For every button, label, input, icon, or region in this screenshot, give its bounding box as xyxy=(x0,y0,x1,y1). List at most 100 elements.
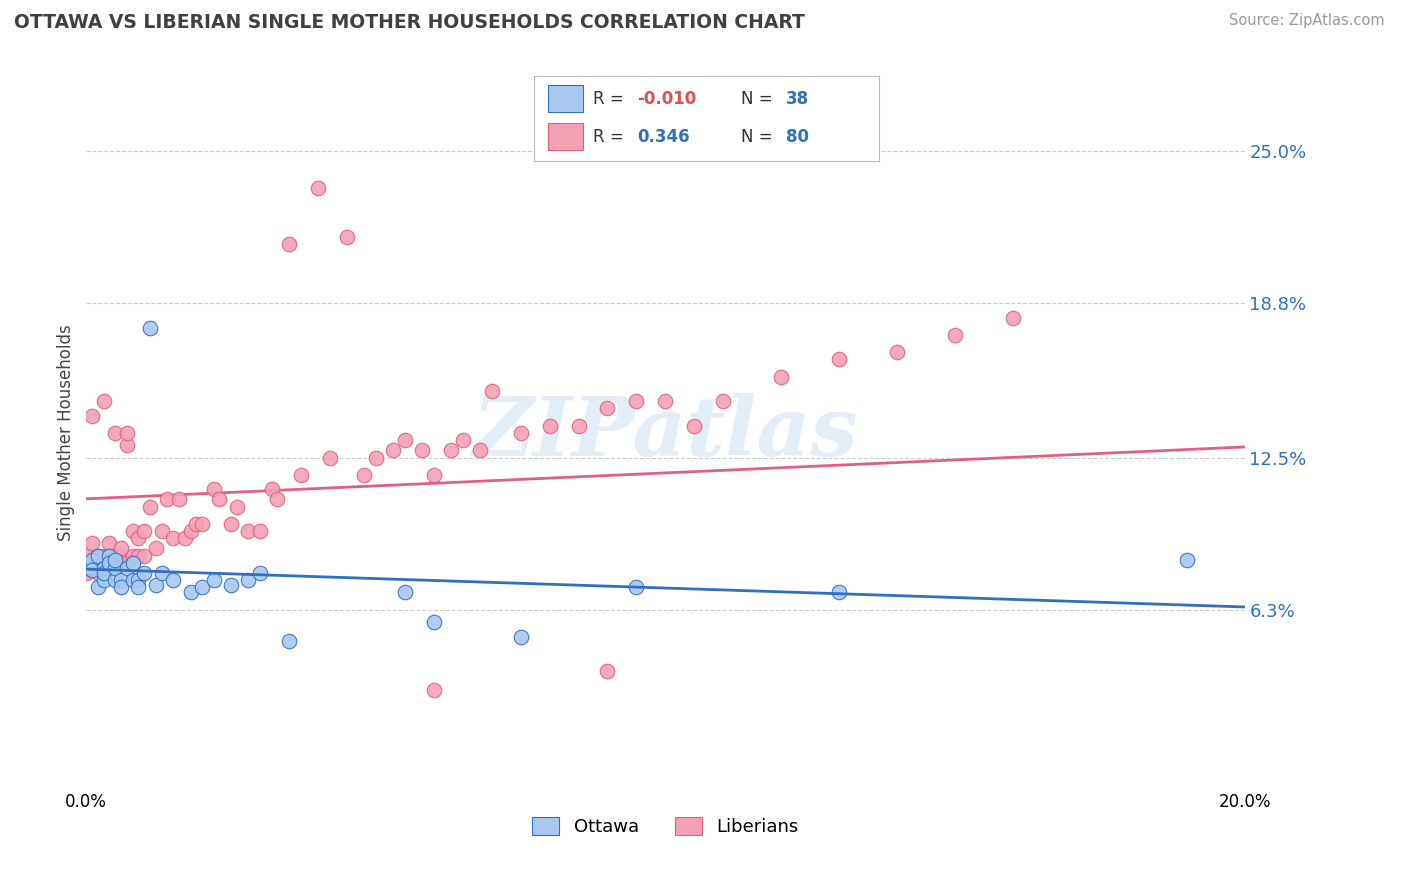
Point xyxy=(186,516,208,531)
Point xyxy=(225,500,247,514)
Point xyxy=(110,549,132,563)
Point xyxy=(75,549,97,563)
Point xyxy=(423,615,446,629)
Point xyxy=(162,573,184,587)
Point xyxy=(127,549,149,563)
Point xyxy=(249,524,271,538)
Point xyxy=(451,434,474,448)
Point xyxy=(156,492,179,507)
Text: OTTAWA VS LIBERIAN SINGLE MOTHER HOUSEHOLDS CORRELATION CHART: OTTAWA VS LIBERIAN SINGLE MOTHER HOUSEHO… xyxy=(14,13,804,32)
Point xyxy=(104,561,127,575)
Point xyxy=(110,573,132,587)
Point xyxy=(238,524,260,538)
Point xyxy=(98,556,121,570)
Point xyxy=(93,573,115,587)
Point xyxy=(219,516,242,531)
Point xyxy=(104,553,127,567)
Point xyxy=(98,549,121,563)
Text: ZIPatlas: ZIPatlas xyxy=(472,393,858,473)
Point xyxy=(75,561,97,575)
Point xyxy=(278,237,301,252)
Point xyxy=(394,434,416,448)
Point xyxy=(80,556,103,570)
Text: 38: 38 xyxy=(786,90,808,108)
Point xyxy=(626,581,648,595)
Point xyxy=(336,229,359,244)
Point xyxy=(1175,553,1198,567)
Point xyxy=(93,394,115,409)
Point xyxy=(173,532,195,546)
Point xyxy=(770,369,793,384)
Point xyxy=(87,549,110,563)
Point xyxy=(127,573,149,587)
Text: Source: ZipAtlas.com: Source: ZipAtlas.com xyxy=(1229,13,1385,29)
Point xyxy=(145,578,167,592)
Point xyxy=(180,585,202,599)
Point xyxy=(80,409,103,423)
Point xyxy=(121,549,143,563)
Point xyxy=(80,563,103,577)
Point xyxy=(93,566,115,580)
Y-axis label: Single Mother Households: Single Mother Households xyxy=(58,325,75,541)
Point xyxy=(509,425,531,440)
Text: R =: R = xyxy=(593,128,628,145)
Point xyxy=(150,524,173,538)
Bar xyxy=(548,123,582,151)
Point xyxy=(115,425,138,440)
Point xyxy=(481,384,503,399)
Point xyxy=(423,683,446,698)
Point xyxy=(219,578,242,592)
Point xyxy=(266,492,288,507)
Point xyxy=(202,483,225,497)
Point xyxy=(654,394,676,409)
Point xyxy=(98,556,121,570)
Point xyxy=(75,566,97,580)
Point xyxy=(180,524,202,538)
Point xyxy=(110,541,132,556)
Text: R =: R = xyxy=(593,90,628,108)
Point xyxy=(364,450,387,465)
Point xyxy=(93,561,115,575)
Point xyxy=(290,467,312,482)
Point xyxy=(121,573,143,587)
Point xyxy=(115,438,138,452)
Point xyxy=(683,418,706,433)
Point xyxy=(596,664,619,678)
Point xyxy=(440,443,463,458)
Point xyxy=(238,573,260,587)
Bar xyxy=(548,85,582,112)
Text: 80: 80 xyxy=(786,128,808,145)
Point xyxy=(80,556,103,570)
Point xyxy=(121,556,143,570)
Point xyxy=(104,556,127,570)
Point xyxy=(509,630,531,644)
Point xyxy=(353,467,375,482)
Point xyxy=(278,634,301,648)
Point xyxy=(104,549,127,563)
Point xyxy=(104,573,127,587)
Text: N =: N = xyxy=(741,128,778,145)
Legend: Ottawa, Liberians: Ottawa, Liberians xyxy=(524,810,806,844)
Point xyxy=(626,394,648,409)
Point xyxy=(191,516,214,531)
Point xyxy=(98,549,121,563)
Point xyxy=(208,492,231,507)
Point xyxy=(260,483,283,497)
Point xyxy=(115,556,138,570)
Point xyxy=(93,566,115,580)
Point xyxy=(394,585,416,599)
Point xyxy=(191,581,214,595)
Point xyxy=(943,327,966,342)
Point xyxy=(567,418,589,433)
Point xyxy=(538,418,561,433)
Point xyxy=(828,352,851,367)
Point xyxy=(145,541,167,556)
Point xyxy=(468,443,491,458)
Point xyxy=(127,581,149,595)
Point xyxy=(1001,310,1024,325)
Point xyxy=(886,345,908,359)
Point xyxy=(93,549,115,563)
Point xyxy=(110,556,132,570)
Point xyxy=(139,320,162,334)
Point xyxy=(134,549,156,563)
